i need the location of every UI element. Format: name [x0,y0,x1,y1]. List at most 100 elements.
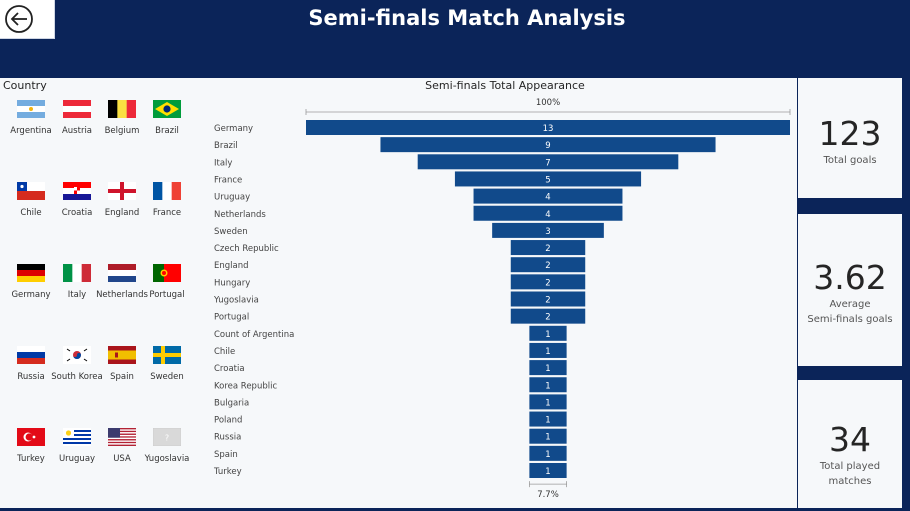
funnel-category-label: Czech Republic [214,244,279,254]
england-flag-icon [108,182,136,200]
funnel-value-label: 7 [545,158,550,168]
country-slicer-item[interactable]: Spain [94,346,150,396]
header-bar: Semi-finals Match Analysis [0,0,910,78]
country-slicer-label: Yugoslavia [144,454,190,464]
country-slicer-item[interactable]: Italy [49,264,105,314]
country-slicer-item[interactable]: Austria [49,100,105,150]
funnel-value-label: 2 [545,313,550,323]
funnel-bar [529,377,567,393]
country-slicer-item[interactable]: Belgium [94,100,150,150]
country-slicer-label: Uruguay [58,454,96,464]
funnel-value-label: 5 [545,175,550,185]
country-slicer-item[interactable]: Chile [3,182,59,232]
avg-goals-label-line2: Semi-finals goals [807,314,893,325]
funnel-title: Semi-finals Total Appearance [425,79,585,92]
kpi-divider [798,200,902,212]
usa-flag-icon [108,428,136,446]
country-slicer-item[interactable]: France [139,182,195,232]
funnel-value-label: 1 [545,330,550,340]
funnel-category-label: Bulgaria [214,398,249,408]
funnel-value-label: 2 [545,296,550,306]
country-slicer-item[interactable]: Germany [3,264,59,314]
funnel-value-label: 1 [545,364,550,374]
country-slicer-item[interactable]: England [94,182,150,232]
funnel-bar [529,428,567,444]
country-slicer-item[interactable]: Uruguay [49,428,105,478]
country-slicer-item[interactable]: Portugal [139,264,195,314]
country-slicer-item[interactable]: Sweden [139,346,195,396]
country-slicer-item[interactable]: Turkey [3,428,59,478]
funnel-category-label: France [214,175,242,185]
country-slicer-label: Chile [20,208,42,218]
funnel-bar [473,205,623,221]
avg-goals-value: 3.62 [813,258,887,297]
country-slicer-item[interactable]: Netherlands [94,264,150,314]
funnel-category-label: Chile [214,347,235,357]
funnel-category-label: Portugal [214,313,249,323]
funnel-bar [510,240,586,256]
funnel-bar [380,137,716,153]
belgium-flag-icon [108,100,136,118]
funnel-bar [417,154,679,170]
funnel-value-label: 1 [545,381,550,391]
funnel-category-label: Poland [214,416,242,426]
country-slicer-item[interactable]: USA [94,428,150,478]
matches-value: 34 [829,420,871,459]
country-slicer-item[interactable]: Russia [3,346,59,396]
south-korea-flag-icon [63,346,91,364]
france-flag-icon [153,182,181,200]
country-slicer-label: Croatia [61,208,93,218]
country-slicer-label: Argentina [10,126,52,136]
kpi-divider [798,366,902,378]
funnel-category-label: Uruguay [214,193,250,203]
italy-flag-icon [63,264,91,282]
country-slicer-label: Austria [61,126,93,136]
funnel-bar [510,291,586,307]
matches-label-line1: Total played [819,461,881,472]
funnel-category-label: England [214,261,249,271]
funnel-bar [454,171,642,187]
country-slicer-label: France [152,208,182,218]
funnel-value-label: 4 [545,210,550,220]
report-canvas: Country Argentina Austria Belgium Brazil Chi… [0,78,797,508]
funnel-value-label: 3 [545,227,550,237]
funnel-value-label: 13 [543,124,554,134]
funnel-category-label: Hungary [214,278,250,288]
funnel-value-label: 2 [545,278,550,288]
funnel-bar [510,308,586,324]
funnel-bar [510,257,586,273]
funnel-bar [529,360,567,376]
country-slicer-item[interactable]: South Korea [49,346,105,396]
sweden-flag-icon [153,346,181,364]
country-slicer-label: England [104,208,140,218]
funnel-value-label: 1 [545,450,550,460]
chile-flag-icon [17,182,45,200]
funnel-bar [529,325,567,341]
funnel-value-label: 1 [545,398,550,408]
country-slicer-label: Portugal [149,290,185,300]
country-slicer-item[interactable]: Argentina [3,100,59,150]
funnel-value-label: 1 [545,347,550,357]
country-slicer-label: South Korea [51,372,103,382]
funnel-bar [529,463,567,478]
country-slicer-item[interactable]: Croatia [49,182,105,232]
funnel-bar [492,222,604,238]
funnel-category-label: Italy [214,158,232,168]
back-button[interactable] [0,0,55,39]
argentina-flag-icon [17,100,45,118]
country-slicer-title: Country [3,79,47,92]
funnel-bar [473,188,623,204]
portugal-flag-icon [153,264,181,282]
country-slicer-label: USA [113,454,131,464]
country-slicer-item[interactable]: Brazil [139,100,195,150]
unknown-flag-icon: ? [153,428,181,446]
matches-card: 34 Total played matches [798,380,902,508]
uruguay-flag-icon [63,428,91,446]
funnel-category-label: Russia [214,433,241,443]
country-slicer-label: Belgium [104,126,140,136]
funnel-category-label: Sweden [214,227,248,237]
funnel-bar [529,411,567,427]
funnel-category-label: Croatia [214,364,245,374]
country-slicer-item[interactable]: ? Yugoslavia [139,428,195,478]
